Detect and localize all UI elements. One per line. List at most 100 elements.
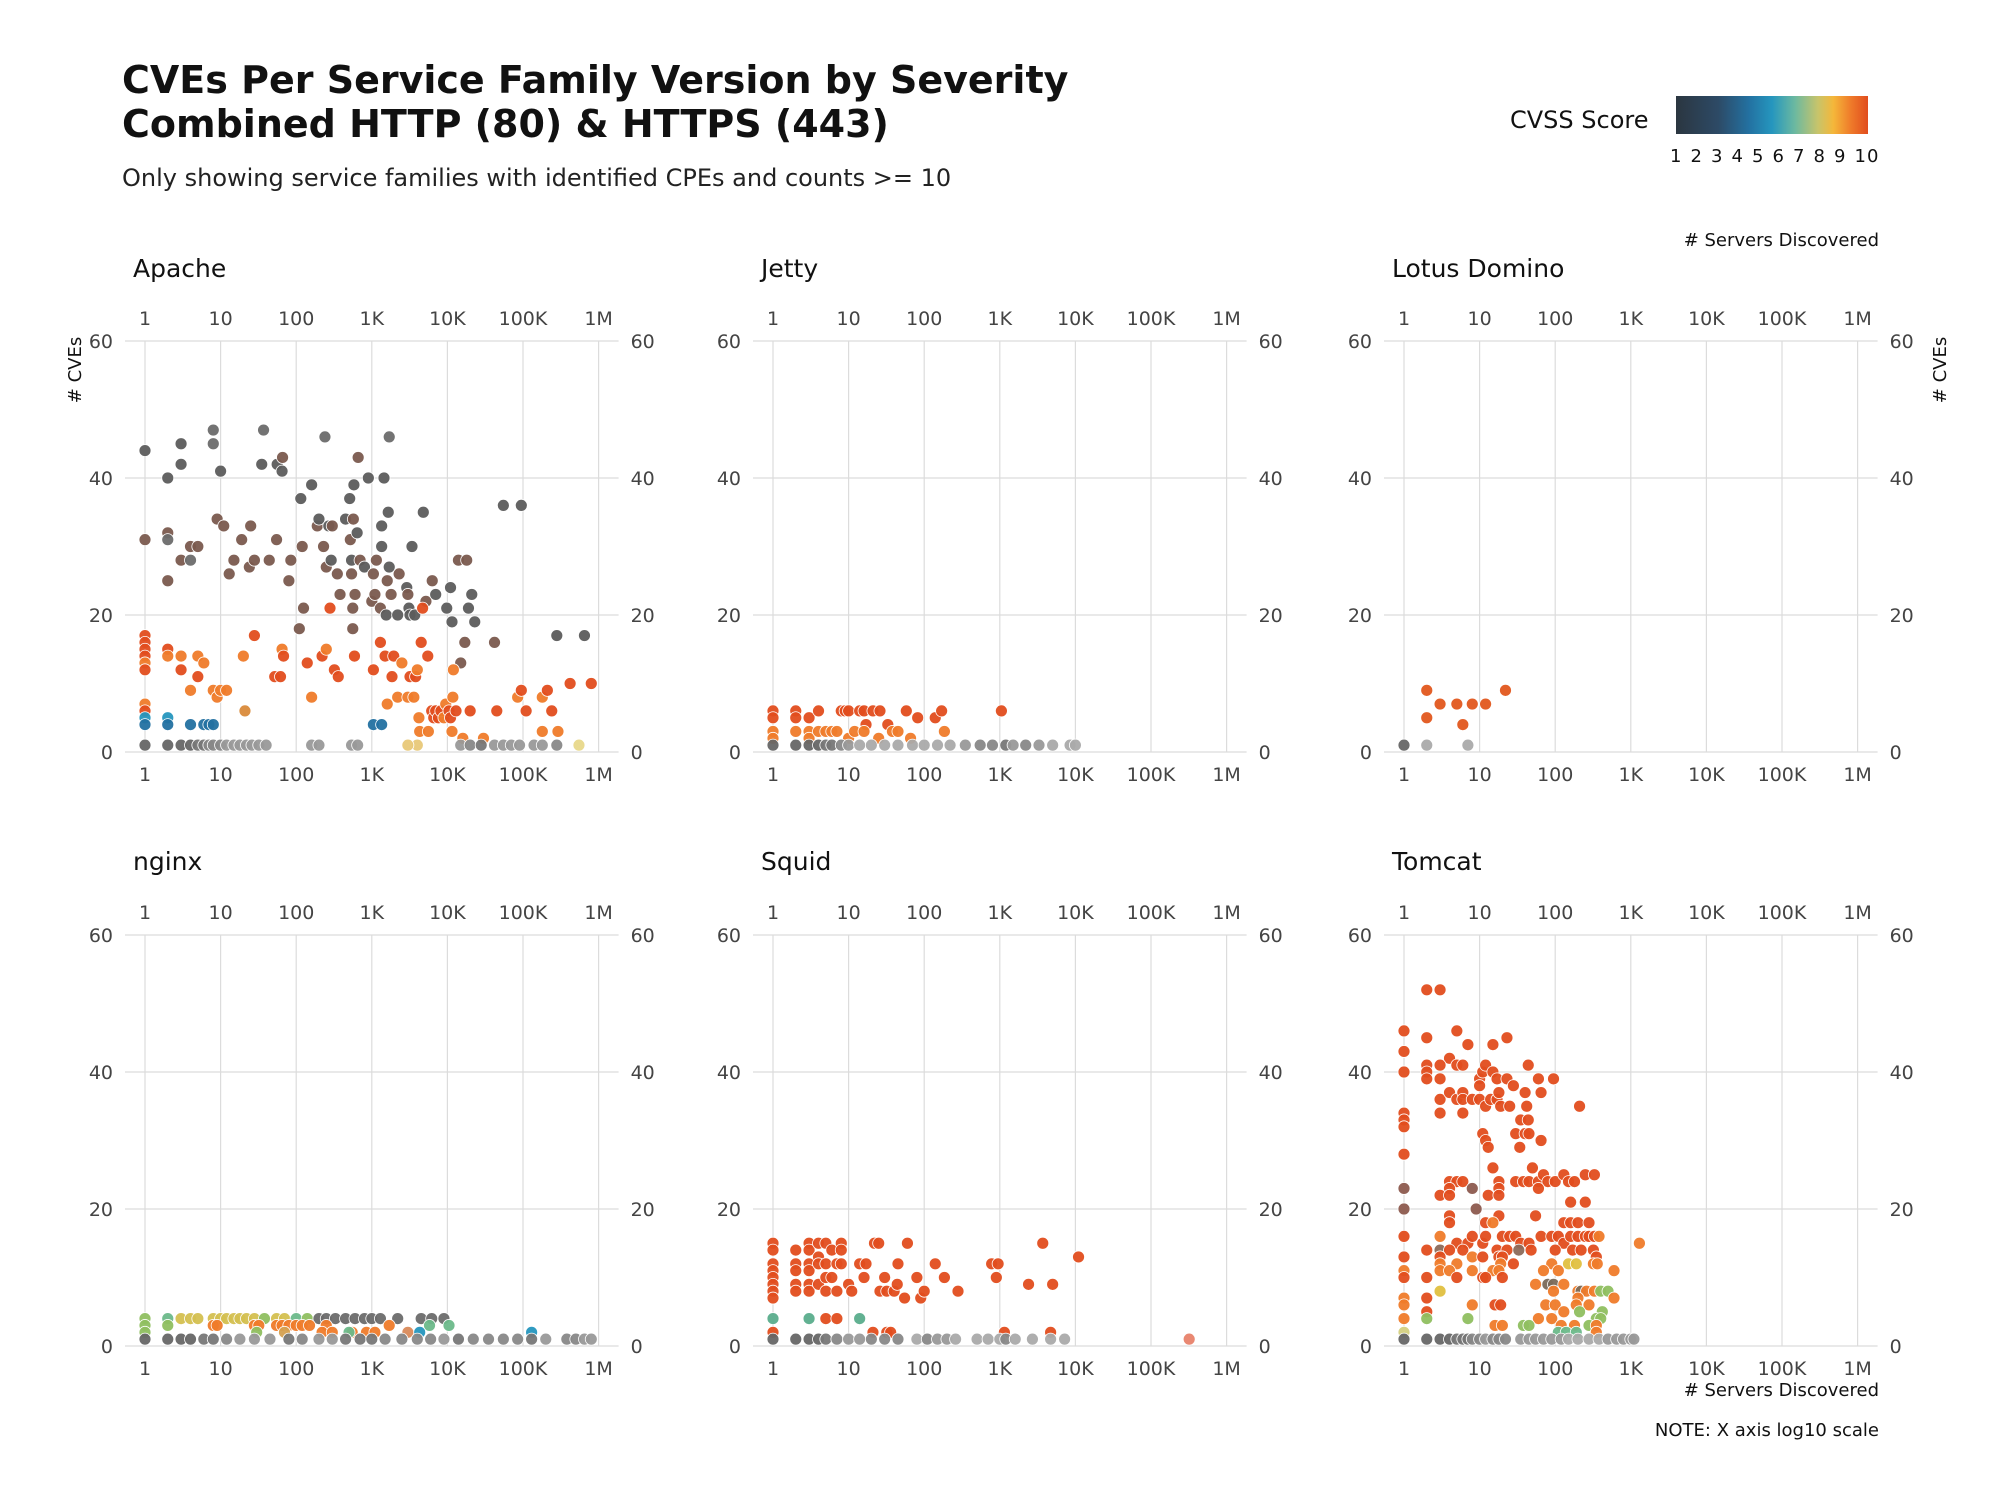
- y-tick-label: 0: [1360, 742, 1372, 764]
- facet-title: Lotus Domino: [1392, 254, 1564, 283]
- x-tick-label-bottom: 100K: [499, 764, 548, 786]
- data-point: [937, 1271, 951, 1284]
- data-point: [303, 1319, 316, 1332]
- x-tick-label-top: 1M: [584, 902, 612, 924]
- data-point: [351, 451, 365, 464]
- data-point: [825, 1271, 839, 1284]
- data-point: [1592, 1230, 1606, 1243]
- x-tick-label-bottom: 1K: [1619, 1358, 1644, 1380]
- data-point: [369, 553, 383, 567]
- data-point: [1534, 1230, 1548, 1243]
- data-point: [1058, 1332, 1072, 1346]
- data-point: [1529, 1277, 1542, 1291]
- data-point: [1500, 1031, 1514, 1045]
- data-point: [834, 1257, 848, 1271]
- data-point: [395, 656, 409, 670]
- data-point: [263, 1332, 277, 1346]
- data-point: [138, 1332, 152, 1346]
- y-tick-label: 40: [1348, 1062, 1372, 1084]
- data-point: [1522, 1319, 1536, 1332]
- y-tick-label: 40: [89, 1062, 113, 1084]
- data-point: [1548, 1175, 1562, 1188]
- data-point: [873, 704, 887, 718]
- data-point: [1397, 1147, 1411, 1161]
- log-scale-note: NOTE: X axis log10 scale: [1654, 1420, 1879, 1441]
- y-tick-label-right: 20: [1259, 1199, 1283, 1221]
- x-tick-label-top: 100: [1537, 308, 1573, 330]
- data-point: [891, 738, 905, 752]
- y-tick-label-right: 60: [1259, 925, 1283, 947]
- data-point: [401, 588, 415, 601]
- data-point: [1433, 697, 1447, 711]
- data-point: [1433, 1284, 1447, 1298]
- data-point: [423, 1319, 436, 1332]
- data-point: [1548, 1298, 1562, 1312]
- data-point: [819, 1284, 833, 1298]
- data-point: [1532, 1312, 1545, 1325]
- data-point: [350, 526, 364, 540]
- legend-tick: 2: [1690, 146, 1703, 167]
- data-point: [550, 629, 564, 642]
- data-point: [853, 1312, 867, 1325]
- data-point: [174, 649, 188, 663]
- data-point: [917, 1284, 931, 1298]
- y-tick-label-right: 40: [631, 1062, 655, 1084]
- data-point: [563, 677, 577, 690]
- y-tick-label-right: 40: [1259, 1062, 1283, 1084]
- data-point: [1072, 1250, 1085, 1264]
- data-point: [899, 704, 913, 718]
- data-point: [382, 560, 396, 574]
- data-point: [1456, 718, 1470, 731]
- data-point: [1479, 1271, 1492, 1284]
- data-point: [819, 1257, 833, 1271]
- data-point: [1495, 1319, 1509, 1332]
- data-point: [374, 1312, 387, 1325]
- data-point: [466, 1332, 480, 1346]
- data-point: [1578, 1195, 1592, 1209]
- data-point: [1524, 1243, 1538, 1257]
- y-tick-label: 60: [89, 925, 113, 947]
- data-point: [138, 738, 152, 752]
- data-point: [330, 567, 344, 581]
- data-point: [1433, 983, 1447, 997]
- data-point: [325, 1332, 339, 1346]
- data-point: [262, 553, 276, 567]
- data-point: [1571, 1332, 1585, 1346]
- facet-title: Squid: [761, 847, 831, 876]
- data-point: [1450, 1024, 1464, 1038]
- x-tick-label-bottom: 1M: [1843, 764, 1871, 786]
- data-point: [346, 512, 360, 526]
- data-point: [1433, 1106, 1447, 1120]
- data-point: [161, 533, 175, 547]
- data-point: [440, 601, 454, 615]
- data-point: [834, 1243, 848, 1257]
- data-point: [584, 1332, 598, 1346]
- data-point: [138, 718, 152, 731]
- x-tick-label-top: 1: [767, 902, 779, 924]
- data-point: [1522, 1127, 1536, 1141]
- x-tick-label-top: 100: [906, 902, 942, 924]
- data-point: [416, 601, 430, 615]
- data-point: [490, 704, 504, 718]
- data-point: [1461, 738, 1475, 752]
- data-point: [317, 540, 330, 553]
- y-tick-label-right: 60: [1890, 925, 1914, 947]
- data-point: [462, 601, 475, 615]
- data-point: [392, 567, 406, 581]
- data-point: [1513, 1140, 1527, 1154]
- x-tick-label-top: 10: [1468, 902, 1492, 924]
- legend-tick: 5: [1752, 146, 1765, 167]
- data-point: [911, 711, 925, 725]
- y-tick-label: 20: [1348, 605, 1372, 627]
- data-point: [842, 738, 855, 752]
- data-point: [981, 1332, 995, 1346]
- x-tick-label-top: 1M: [1843, 902, 1871, 924]
- data-point: [138, 444, 152, 458]
- y-tick-label-right: 0: [631, 742, 643, 764]
- data-point: [206, 423, 220, 437]
- x-tick-label-top: 1M: [1212, 308, 1240, 330]
- data-point: [1465, 1182, 1479, 1195]
- data-point: [238, 704, 252, 718]
- data-point: [295, 540, 309, 553]
- x-tick-label-bottom: 1K: [988, 764, 1013, 786]
